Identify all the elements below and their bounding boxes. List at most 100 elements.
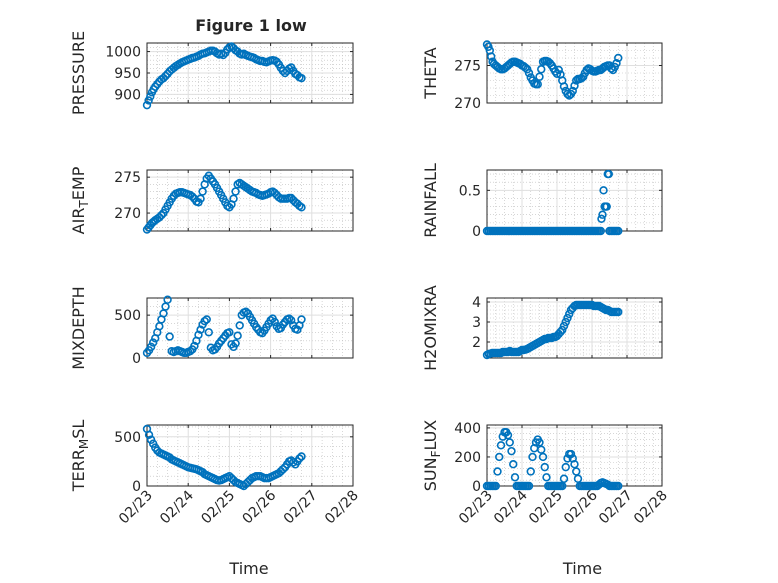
y-tick-label: 0 <box>472 479 481 495</box>
axes-frame <box>146 297 354 359</box>
data-point <box>280 68 290 78</box>
data-point <box>278 465 288 474</box>
series-markers <box>482 40 623 100</box>
data-point <box>496 441 506 450</box>
data-point <box>509 460 518 469</box>
y-tick-label: 3 <box>472 315 481 331</box>
data-point <box>231 339 240 348</box>
axes-rainfall: 0 0.5 RAINFALL <box>421 163 663 240</box>
data-point <box>293 325 302 334</box>
data-point <box>599 186 608 195</box>
data-point <box>537 65 546 74</box>
data-point <box>604 169 613 179</box>
x-axis-label: Time <box>562 559 602 578</box>
data-point <box>198 187 207 196</box>
data-point <box>503 430 513 440</box>
data-point <box>596 226 605 236</box>
data-point <box>559 82 569 91</box>
data-point <box>219 50 228 60</box>
data-point <box>194 330 203 340</box>
data-point <box>491 481 500 491</box>
data-point <box>190 341 199 351</box>
y-tick-label: 500 <box>114 308 141 324</box>
data-point <box>556 327 565 337</box>
data-point <box>284 314 294 323</box>
data-point <box>144 96 153 105</box>
axes-air_temp: 270 275 AIRTEMP <box>69 166 354 234</box>
y-tick-label: 270 <box>114 206 141 222</box>
data-point <box>142 100 152 110</box>
data-point <box>558 325 567 335</box>
series-markers <box>142 171 306 234</box>
data-point <box>297 73 306 83</box>
y-tick-label: 275 <box>454 59 481 75</box>
data-point <box>196 325 205 334</box>
data-point <box>146 342 156 352</box>
data-point <box>161 71 170 81</box>
data-point <box>235 321 244 330</box>
data-point <box>538 452 548 462</box>
data-point <box>568 86 577 96</box>
data-point <box>144 430 154 440</box>
data-point <box>493 467 502 476</box>
axes-frame <box>486 424 663 487</box>
y-axis-label: SUNFLUX <box>421 420 443 492</box>
data-point <box>566 449 576 459</box>
data-point <box>558 481 567 491</box>
data-point <box>155 213 164 222</box>
y-axis-label: THETA <box>421 47 440 99</box>
data-point <box>202 315 211 324</box>
data-point <box>614 226 623 236</box>
data-point <box>537 445 546 454</box>
data-point <box>524 68 534 78</box>
data-point <box>535 72 544 81</box>
y-axis-label: RAINFALL <box>421 163 440 238</box>
y-tick-label: 0.5 <box>459 183 481 199</box>
series-markers <box>482 300 623 360</box>
data-point <box>200 316 209 326</box>
y-tick-label: 270 <box>454 96 481 112</box>
y-tick-label: 1000 <box>105 45 141 61</box>
data-point <box>295 454 304 463</box>
data-point <box>570 81 579 90</box>
data-point <box>186 346 195 356</box>
y-axis-label: H2OMIXRA <box>421 285 440 371</box>
data-point <box>297 315 306 324</box>
axes-mixdepth: 0 500 MIXDEPTH <box>69 286 354 370</box>
y-tick-label: 0 <box>132 351 141 367</box>
data-point <box>614 481 623 491</box>
y-tick-label: 900 <box>114 87 141 103</box>
data-point <box>163 295 172 304</box>
y-tick-label: 950 <box>114 66 141 82</box>
data-point <box>241 307 251 316</box>
y-tick-label: 275 <box>114 170 141 186</box>
y-axis-label: AIRTEMP <box>69 166 91 234</box>
data-point <box>598 210 607 219</box>
data-point <box>188 192 197 201</box>
data-point <box>614 307 623 317</box>
axes-pressure: 900 950 1000 PRESSURE <box>69 31 354 115</box>
data-point <box>484 42 493 51</box>
y-tick-label: 0 <box>472 224 481 240</box>
data-point <box>148 338 158 347</box>
axes-frame <box>146 424 354 487</box>
data-point <box>495 452 504 462</box>
axes-frame <box>486 297 663 359</box>
series-markers <box>142 424 306 491</box>
data-point <box>533 80 542 89</box>
data-point <box>535 438 544 447</box>
data-point <box>554 65 563 75</box>
data-point <box>565 309 574 319</box>
data-point <box>159 73 168 83</box>
data-point <box>146 92 155 101</box>
data-point <box>233 331 242 340</box>
data-point <box>563 313 572 323</box>
data-point <box>542 473 551 482</box>
data-point <box>526 467 535 476</box>
series-markers <box>142 295 306 358</box>
data-point <box>528 452 537 462</box>
series-markers <box>482 169 623 236</box>
data-point <box>297 452 306 461</box>
data-point <box>602 202 611 211</box>
data-point <box>225 328 234 337</box>
